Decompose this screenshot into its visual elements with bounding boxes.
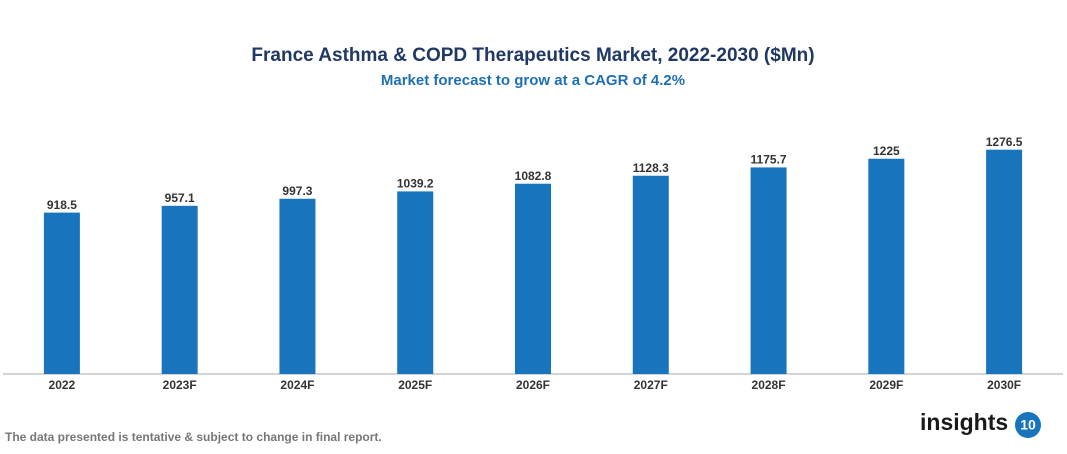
bar [279,198,316,374]
x-tick-label: 2027F [634,378,668,392]
bar [515,183,551,374]
bar [750,167,787,374]
x-tick-label: 2026F [516,378,550,392]
data-label: 957.1 [165,191,195,205]
data-label: 1128.3 [633,161,669,175]
logo-badge [1015,412,1041,438]
data-label: 918.5 [47,198,77,212]
data-label: 1039.2 [397,177,434,191]
bar [161,205,198,374]
data-label: 1225 [873,144,900,158]
bar [397,191,434,374]
bar [632,175,669,374]
bar [986,149,1023,374]
data-label: 1276.5 [986,135,1023,149]
footer-note: The data presented is tentative & subjec… [5,430,382,444]
x-tick-label: 2023F [163,378,197,392]
logo-text: insights [920,409,1008,435]
chart-subtitle: Market forecast to grow at a CAGR of 4.2… [381,72,685,89]
chart-title: France Asthma & COPD Therapeutics Market… [251,45,814,66]
x-tick-label: 2022 [49,378,76,392]
x-tick-label: 2028F [752,378,786,392]
data-label: 997.3 [282,184,312,198]
bar [43,212,80,374]
x-tick-label: 2025F [398,378,432,392]
data-label: 1175.7 [751,153,787,167]
x-tick-label: 2030F [987,378,1021,392]
data-label: 1082.8 [515,169,552,183]
x-tick-label: 2024F [280,378,314,392]
bar [868,158,905,374]
x-tick-label: 2029F [869,378,903,392]
logo-badge-text: 10 [1020,417,1036,433]
